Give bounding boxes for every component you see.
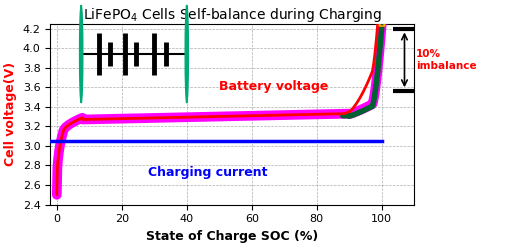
Circle shape: [80, 5, 83, 103]
Circle shape: [185, 5, 188, 103]
Text: 10%
imbalance: 10% imbalance: [416, 49, 477, 71]
Text: Battery voltage: Battery voltage: [219, 80, 329, 93]
Y-axis label: Cell voltage(V): Cell voltage(V): [4, 62, 17, 166]
Title: LiFePO$_4$ Cells Self-balance during Charging: LiFePO$_4$ Cells Self-balance during Cha…: [83, 6, 382, 24]
X-axis label: State of Charge SOC (%): State of Charge SOC (%): [146, 230, 318, 243]
Text: Charging current: Charging current: [148, 166, 267, 179]
